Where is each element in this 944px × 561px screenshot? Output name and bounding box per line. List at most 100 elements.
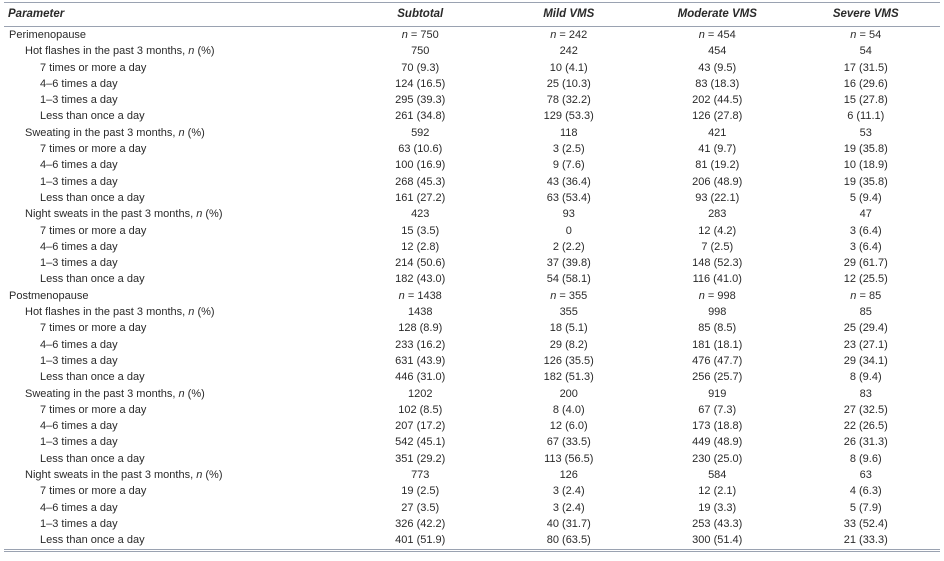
row-label: 4–6 times a day: [40, 420, 118, 433]
value-cell: 5 (9.4): [849, 191, 882, 204]
value-cell: 100 (16.9): [395, 159, 446, 172]
value-cell: 21 (33.3): [843, 534, 888, 547]
value-cell: 29 (61.7): [843, 257, 888, 270]
value-cell: 423: [411, 208, 430, 221]
column-header-parameter: Parameter: [4, 2, 346, 27]
value-cell: 41 (9.7): [698, 143, 737, 156]
italic-n: n: [196, 208, 203, 221]
italic-n: n: [178, 126, 185, 139]
value-cell: 161 (27.2): [395, 191, 446, 204]
data-row: 7 times or more a day 15 (3.5) 0 12 (4.2) 3 …: [4, 223, 940, 239]
value-cell: 3 (2.4): [552, 501, 585, 514]
data-row: 7 times or more a day 19 (2.5) 3 (2.4) 12 (…: [4, 483, 940, 499]
row-label: Less than once a day: [40, 534, 145, 547]
italic-n: n: [850, 289, 857, 302]
column-header-mild-vms: Mild VMS: [494, 2, 643, 27]
row-label: Postmenopause: [9, 289, 89, 302]
value-cell: 3 (2.4): [552, 485, 585, 498]
value-cell: 9 (7.6): [552, 159, 585, 172]
value-cell: 124 (16.5): [395, 77, 446, 90]
data-row: Less than once a day 446 (31.0) 182 (51.3)…: [4, 369, 940, 385]
value-cell: 12 (4.2): [698, 224, 737, 237]
value-cell: n = 1438: [398, 289, 442, 302]
value-cell: 17 (31.5): [843, 61, 888, 74]
row-label: 1–3 times a day: [40, 436, 118, 449]
italic-n: n: [550, 289, 557, 302]
value-cell: 19 (2.5): [401, 485, 440, 498]
italic-n: n: [401, 29, 408, 41]
data-row: 4–6 times a day 124 (16.5) 25 (10.3) 83 (18…: [4, 76, 940, 92]
value-cell: n = 355: [550, 289, 588, 302]
value-cell: 29 (34.1): [843, 354, 888, 367]
table-body: Perimenopause n = 750 n = 242 n = 454 n = 54…: [4, 27, 940, 551]
value-cell: 126 (35.5): [543, 354, 594, 367]
value-cell: 83: [859, 387, 872, 400]
value-cell: 47: [859, 208, 872, 221]
value-cell: 85: [859, 306, 872, 319]
value-cell: n = 454: [698, 29, 736, 41]
row-label: Night sweats in the past 3 months, n (%): [25, 208, 223, 221]
value-cell: 919: [708, 387, 727, 400]
value-cell: 113 (56.5): [544, 452, 594, 465]
row-label: 1–3 times a day: [40, 175, 118, 188]
row-label: 4–6 times a day: [40, 338, 118, 351]
value-cell: 126 (27.8): [692, 110, 743, 123]
value-cell: 63 (10.6): [398, 143, 443, 156]
value-cell: 998: [708, 306, 727, 319]
data-row: 4–6 times a day 233 (16.2) 29 (8.2) 181 (18…: [4, 337, 940, 353]
value-cell: 93 (22.1): [695, 191, 740, 204]
column-header-subtotal: Subtotal: [346, 2, 495, 27]
value-cell: 10 (4.1): [549, 61, 588, 74]
data-row: Night sweats in the past 3 months, n (%)…: [4, 206, 940, 222]
value-cell: 129 (53.3): [543, 110, 594, 123]
row-label: 7 times or more a day: [40, 322, 147, 335]
value-cell: 80 (63.5): [546, 534, 591, 547]
data-row: 4–6 times a day 27 (3.5) 3 (2.4) 19 (3.3) 5 …: [4, 500, 940, 516]
row-label: 7 times or more a day: [40, 485, 147, 498]
row-label: 4–6 times a day: [40, 159, 118, 172]
value-cell: 202 (44.5): [692, 94, 743, 107]
row-label: 7 times or more a day: [40, 224, 147, 237]
value-cell: 8 (9.4): [849, 371, 882, 384]
row-label: 4–6 times a day: [40, 240, 118, 253]
value-cell: 300 (51.4): [692, 534, 743, 547]
row-label: Less than once a day: [40, 191, 145, 204]
italic-n: n: [188, 306, 195, 319]
value-cell: 54 (58.1): [546, 273, 591, 286]
value-cell: 37 (39.8): [546, 257, 591, 270]
row-label: Less than once a day: [40, 110, 145, 123]
data-row: 4–6 times a day 12 (2.8) 2 (2.2) 7 (2.5) 3 (…: [4, 239, 940, 255]
value-cell: 268 (45.3): [395, 175, 446, 188]
value-cell: 7 (2.5): [701, 240, 734, 253]
value-cell: 8 (4.0): [552, 403, 585, 416]
row-label: 7 times or more a day: [40, 403, 147, 416]
value-cell: 5 (7.9): [849, 501, 882, 514]
data-row: 7 times or more a day 63 (10.6) 3 (2.5) 41 …: [4, 141, 940, 157]
data-row: Hot flashes in the past 3 months, n (%) 7…: [4, 43, 940, 59]
value-cell: 542 (45.1): [395, 436, 446, 449]
italic-n: n: [398, 289, 405, 302]
data-row: 1–3 times a day 542 (45.1) 67 (33.5) 449 (4…: [4, 434, 940, 450]
row-label: 1–3 times a day: [40, 517, 118, 530]
data-row: 7 times or more a day 102 (8.5) 8 (4.0) 67 …: [4, 402, 940, 418]
section-row: Postmenopause n = 1438 n = 355 n = 998 n = 8…: [4, 288, 940, 304]
value-cell: 67 (33.5): [546, 436, 591, 449]
row-label: 7 times or more a day: [40, 61, 147, 74]
value-cell: 12 (2.8): [401, 240, 440, 253]
value-cell: 27 (32.5): [843, 403, 888, 416]
value-cell: 8 (9.6): [849, 452, 882, 465]
value-cell: 454: [708, 45, 727, 58]
value-cell: 3 (6.4): [849, 224, 882, 237]
value-cell: n = 750: [401, 29, 439, 41]
row-label: Less than once a day: [40, 371, 145, 384]
value-cell: 67 (7.3): [698, 403, 737, 416]
vms-frequency-table: Parameter Subtotal Mild VMS Moderate VMS Sev…: [4, 2, 940, 552]
value-cell: 1202: [408, 387, 433, 400]
row-label: Perimenopause: [9, 29, 87, 41]
value-cell: 295 (39.3): [395, 94, 446, 107]
value-cell: 18 (5.1): [549, 322, 588, 335]
value-cell: 750: [411, 45, 430, 58]
section-row: Perimenopause n = 750 n = 242 n = 454 n = 54: [4, 27, 940, 44]
data-row: 1–3 times a day 326 (42.2) 40 (31.7) 253 (4…: [4, 516, 940, 532]
data-row: 1–3 times a day 631 (43.9) 126 (35.5) 476 (…: [4, 353, 940, 369]
